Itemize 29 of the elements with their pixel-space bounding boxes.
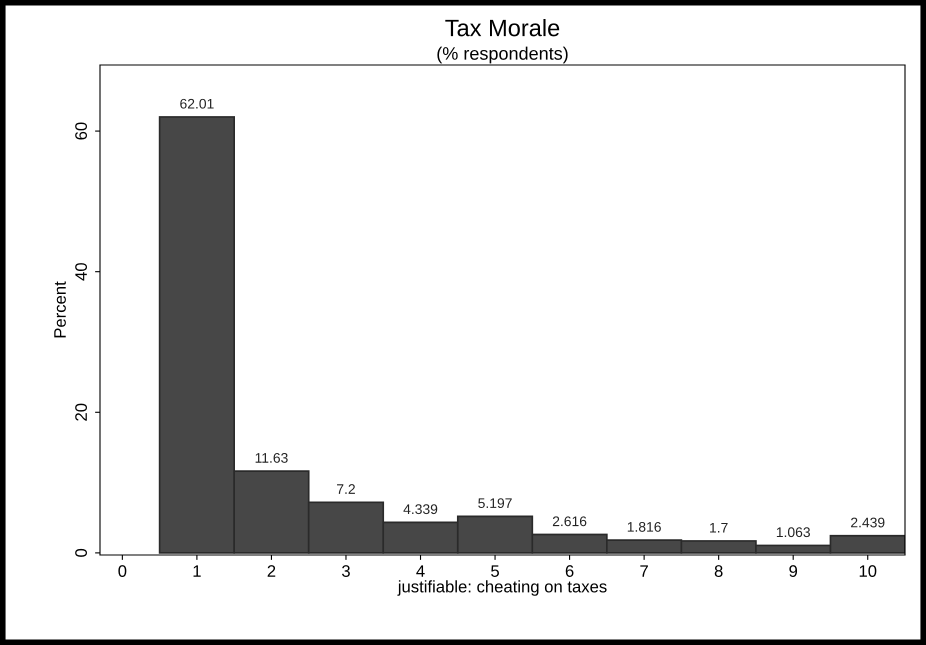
x-axis-title: justifiable: cheating on taxes <box>397 580 607 596</box>
data-label: 4.339 <box>403 504 438 514</box>
y-tick-label: 0 <box>75 548 87 557</box>
chart-title: Tax Morale <box>445 18 560 36</box>
x-tick-label: 0 <box>118 565 126 577</box>
y-tick-label: 20 <box>75 404 87 421</box>
x-tick-label: 2 <box>268 565 276 577</box>
data-label: 62.01 <box>180 98 214 109</box>
data-label: 2.439 <box>851 518 884 528</box>
data-label: 1.063 <box>776 527 810 538</box>
x-tick-label: 10 <box>860 565 876 577</box>
data-label: 7.2 <box>337 484 355 494</box>
y-axis-title: Percent <box>54 281 66 338</box>
x-tick-label: 1 <box>194 565 201 577</box>
data-label: 5.197 <box>478 498 512 508</box>
x-tick-label: 6 <box>566 565 574 577</box>
data-label: 11.63 <box>256 452 288 463</box>
x-tick-label: 3 <box>342 565 350 577</box>
x-tick-label: 4 <box>416 565 425 577</box>
x-tick-label: 7 <box>640 565 648 577</box>
data-label: 1.816 <box>628 522 661 532</box>
x-tick-label: 5 <box>491 565 499 577</box>
x-tick-label: 9 <box>789 565 798 577</box>
y-tick-label: 60 <box>75 122 87 140</box>
chart-subtitle: (% respondents) <box>437 46 568 64</box>
data-label: 2.616 <box>552 516 586 526</box>
x-tick-label: 8 <box>714 565 723 577</box>
y-tick-label: 40 <box>75 263 87 281</box>
data-label: 1.7 <box>710 522 728 532</box>
